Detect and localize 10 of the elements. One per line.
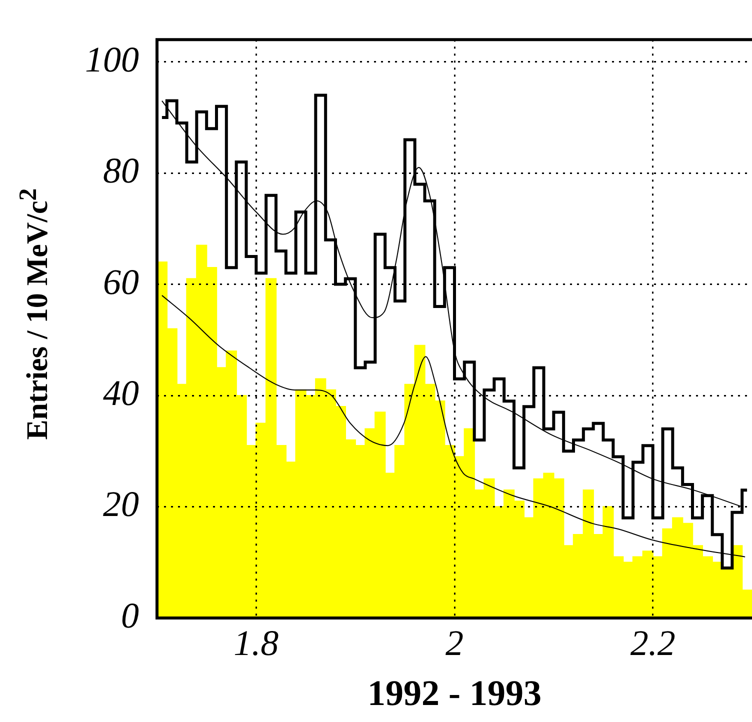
y-tick-label: 20 [103,484,139,524]
x-tick-label: 2.2 [630,623,676,664]
x-axis-title: 1992 - 1993 [366,672,542,714]
x-tick-label: 1.8 [234,623,279,664]
y-tick-label: 60 [103,262,139,302]
y-tick-label: 40 [103,373,139,414]
y-tick-label: 100 [85,39,139,80]
y-tick-label: 80 [103,150,139,191]
x-tick-label: 2 [446,623,464,664]
y-tick-label: 0 [121,595,139,636]
